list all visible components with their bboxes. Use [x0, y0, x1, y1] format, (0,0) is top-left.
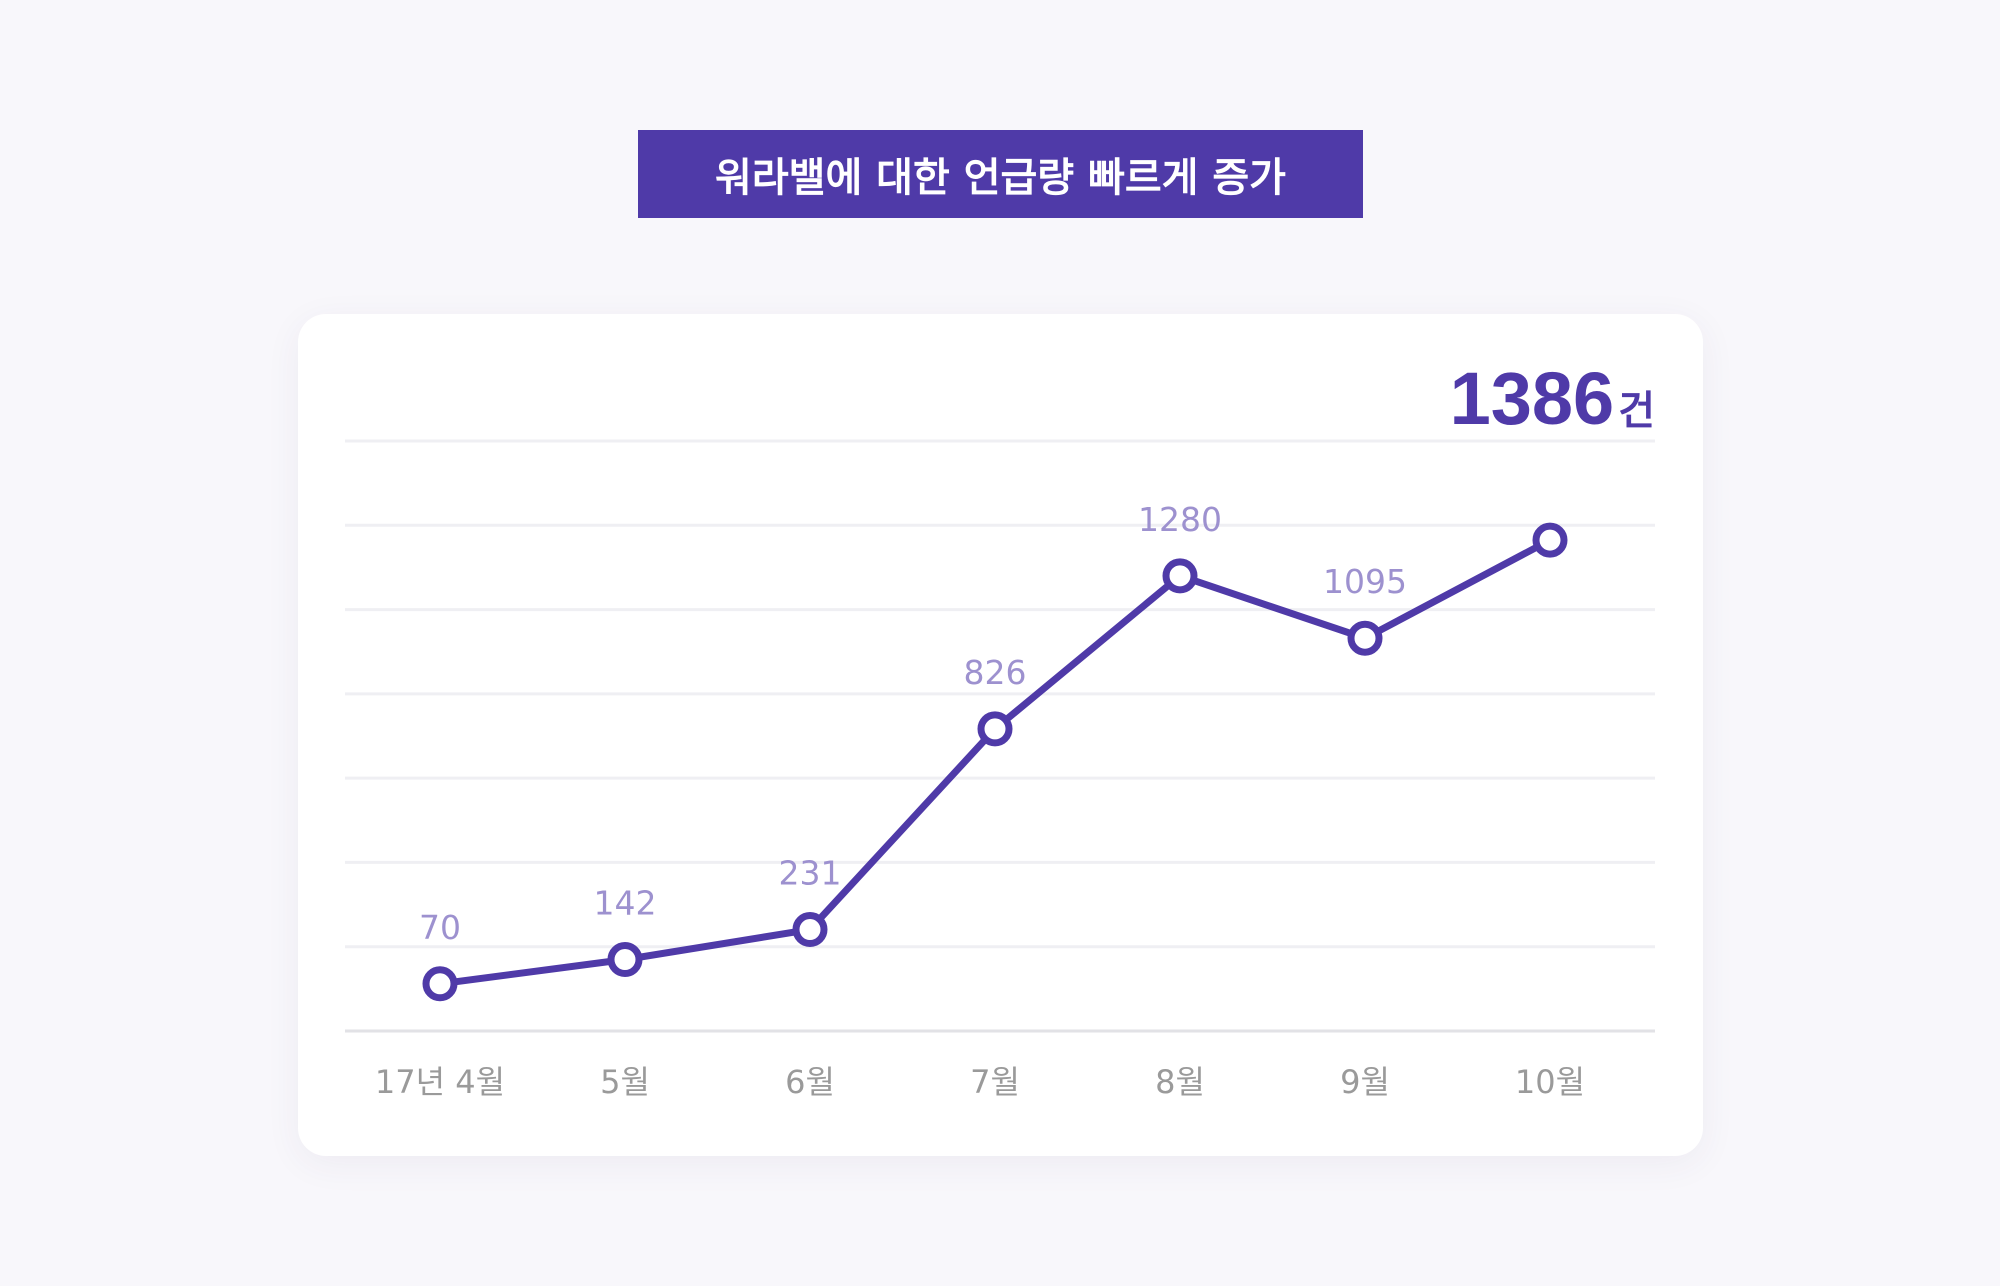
data-point: [977, 711, 1013, 747]
highlight-value: 1386 건: [1450, 357, 1655, 440]
data-labels: 70 142 231 826 1280 1095: [419, 500, 1407, 947]
data-point: [1347, 620, 1383, 656]
x-tick-label: 9월: [1340, 1063, 1390, 1101]
x-tick-label: 17년 4월: [375, 1063, 505, 1101]
highlight-unit: 건: [1618, 389, 1655, 433]
chart-title: 워라밸에 대한 언급량 빠르게 증가: [638, 130, 1363, 218]
x-tick-label: 5월: [600, 1063, 650, 1101]
highlight-callout: 1386 건: [1450, 357, 1655, 440]
data-label: 231: [779, 854, 842, 893]
data-point: [792, 912, 828, 948]
x-tick-label: 7월: [970, 1063, 1020, 1101]
data-label: 1280: [1138, 500, 1222, 539]
gridlines: [345, 439, 1655, 949]
x-tick-labels: 17년 4월 5월 6월 7월 8월 9월 10월: [375, 1063, 1585, 1101]
data-point: [607, 942, 643, 978]
data-point: [1532, 522, 1568, 558]
data-label: 70: [419, 908, 461, 947]
x-tick-label: 6월: [785, 1063, 835, 1101]
data-points: [422, 522, 1568, 1002]
data-label: 826: [964, 653, 1027, 692]
data-label: 142: [594, 884, 657, 923]
data-label: 1095: [1323, 562, 1407, 601]
data-point: [1162, 558, 1198, 594]
data-point: [422, 966, 458, 1002]
x-tick-label: 8월: [1155, 1063, 1205, 1101]
x-tick-label: 10월: [1515, 1063, 1585, 1101]
highlight-number: 1386: [1450, 357, 1615, 440]
